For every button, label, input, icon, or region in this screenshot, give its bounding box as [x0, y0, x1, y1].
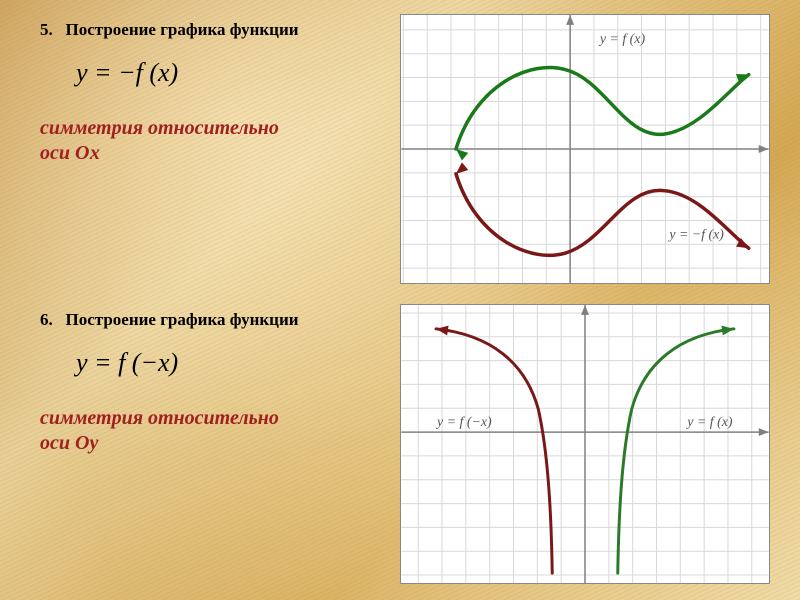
svg-text:y = −f (x): y = −f (x) — [667, 227, 724, 242]
section-5: 5. Построение графика функции y = −f (x)… — [40, 20, 380, 166]
section-number: 6. — [40, 310, 53, 329]
heading-text: Построение графика функции — [66, 20, 299, 39]
desc-line: симметрия относительно — [40, 406, 380, 431]
desc-line: оси Ох — [40, 141, 380, 166]
heading-6: 6. Построение графика функции — [40, 310, 380, 330]
heading-text: Построение графика функции — [66, 310, 299, 329]
description-5: симметрия относительно оси Ох — [40, 116, 380, 166]
formula-5: y = −f (x) — [76, 58, 380, 88]
heading-5: 5. Построение графика функции — [40, 20, 380, 40]
formula-6: y = f (−x) — [76, 348, 380, 378]
slide: 5. Построение графика функции y = −f (x)… — [0, 0, 800, 600]
chart-reflection-x: y = f (x) y = −f (x) — [400, 14, 770, 284]
desc-line: симметрия относительно — [40, 116, 380, 141]
svg-text:y = f (−x): y = f (−x) — [435, 415, 492, 430]
svg-text:y = f (x): y = f (x) — [598, 32, 646, 47]
section-number: 5. — [40, 20, 53, 39]
section-6: 6. Построение графика функции y = f (−x)… — [40, 310, 380, 456]
svg-text:y = f (x): y = f (x) — [685, 415, 733, 430]
chart-reflection-y: y = f (−x) y = f (x) — [400, 304, 770, 584]
description-6: симметрия относительно оси Оy — [40, 406, 380, 456]
desc-line: оси Оy — [40, 431, 380, 456]
